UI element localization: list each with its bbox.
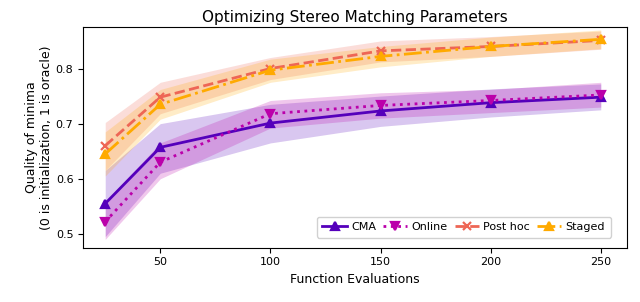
CMA [487,101,495,104]
Y-axis label: Quality of minima
(0 is initialization, 1 is oracle): Quality of minima (0 is initialization, … [25,45,53,230]
CMA [156,146,164,149]
Online [377,104,385,107]
Online [487,99,495,102]
Staged [377,55,385,58]
CMA [101,202,109,205]
Post hoc [101,144,109,147]
Online [101,220,109,223]
X-axis label: Function Evaluations: Function Evaluations [291,273,420,286]
Staged [101,152,109,156]
CMA [267,121,275,125]
CMA [377,109,385,113]
Online [267,112,275,116]
Line: Online: Online [101,91,605,226]
Line: Post hoc: Post hoc [101,36,605,150]
Online [156,160,164,164]
Post hoc [377,49,385,53]
Staged [487,45,495,48]
Staged [267,68,275,72]
Online [597,93,605,97]
Staged [156,103,164,106]
Line: Staged: Staged [101,35,605,158]
Staged [597,37,605,41]
Line: CMA: CMA [101,93,605,208]
Legend: CMA, Online, Post hoc, Staged: CMA, Online, Post hoc, Staged [317,217,611,238]
Post hoc [267,67,275,70]
Post hoc [156,95,164,99]
Post hoc [597,39,605,42]
CMA [597,95,605,99]
Title: Optimizing Stereo Matching Parameters: Optimizing Stereo Matching Parameters [202,10,508,25]
Post hoc [487,45,495,48]
